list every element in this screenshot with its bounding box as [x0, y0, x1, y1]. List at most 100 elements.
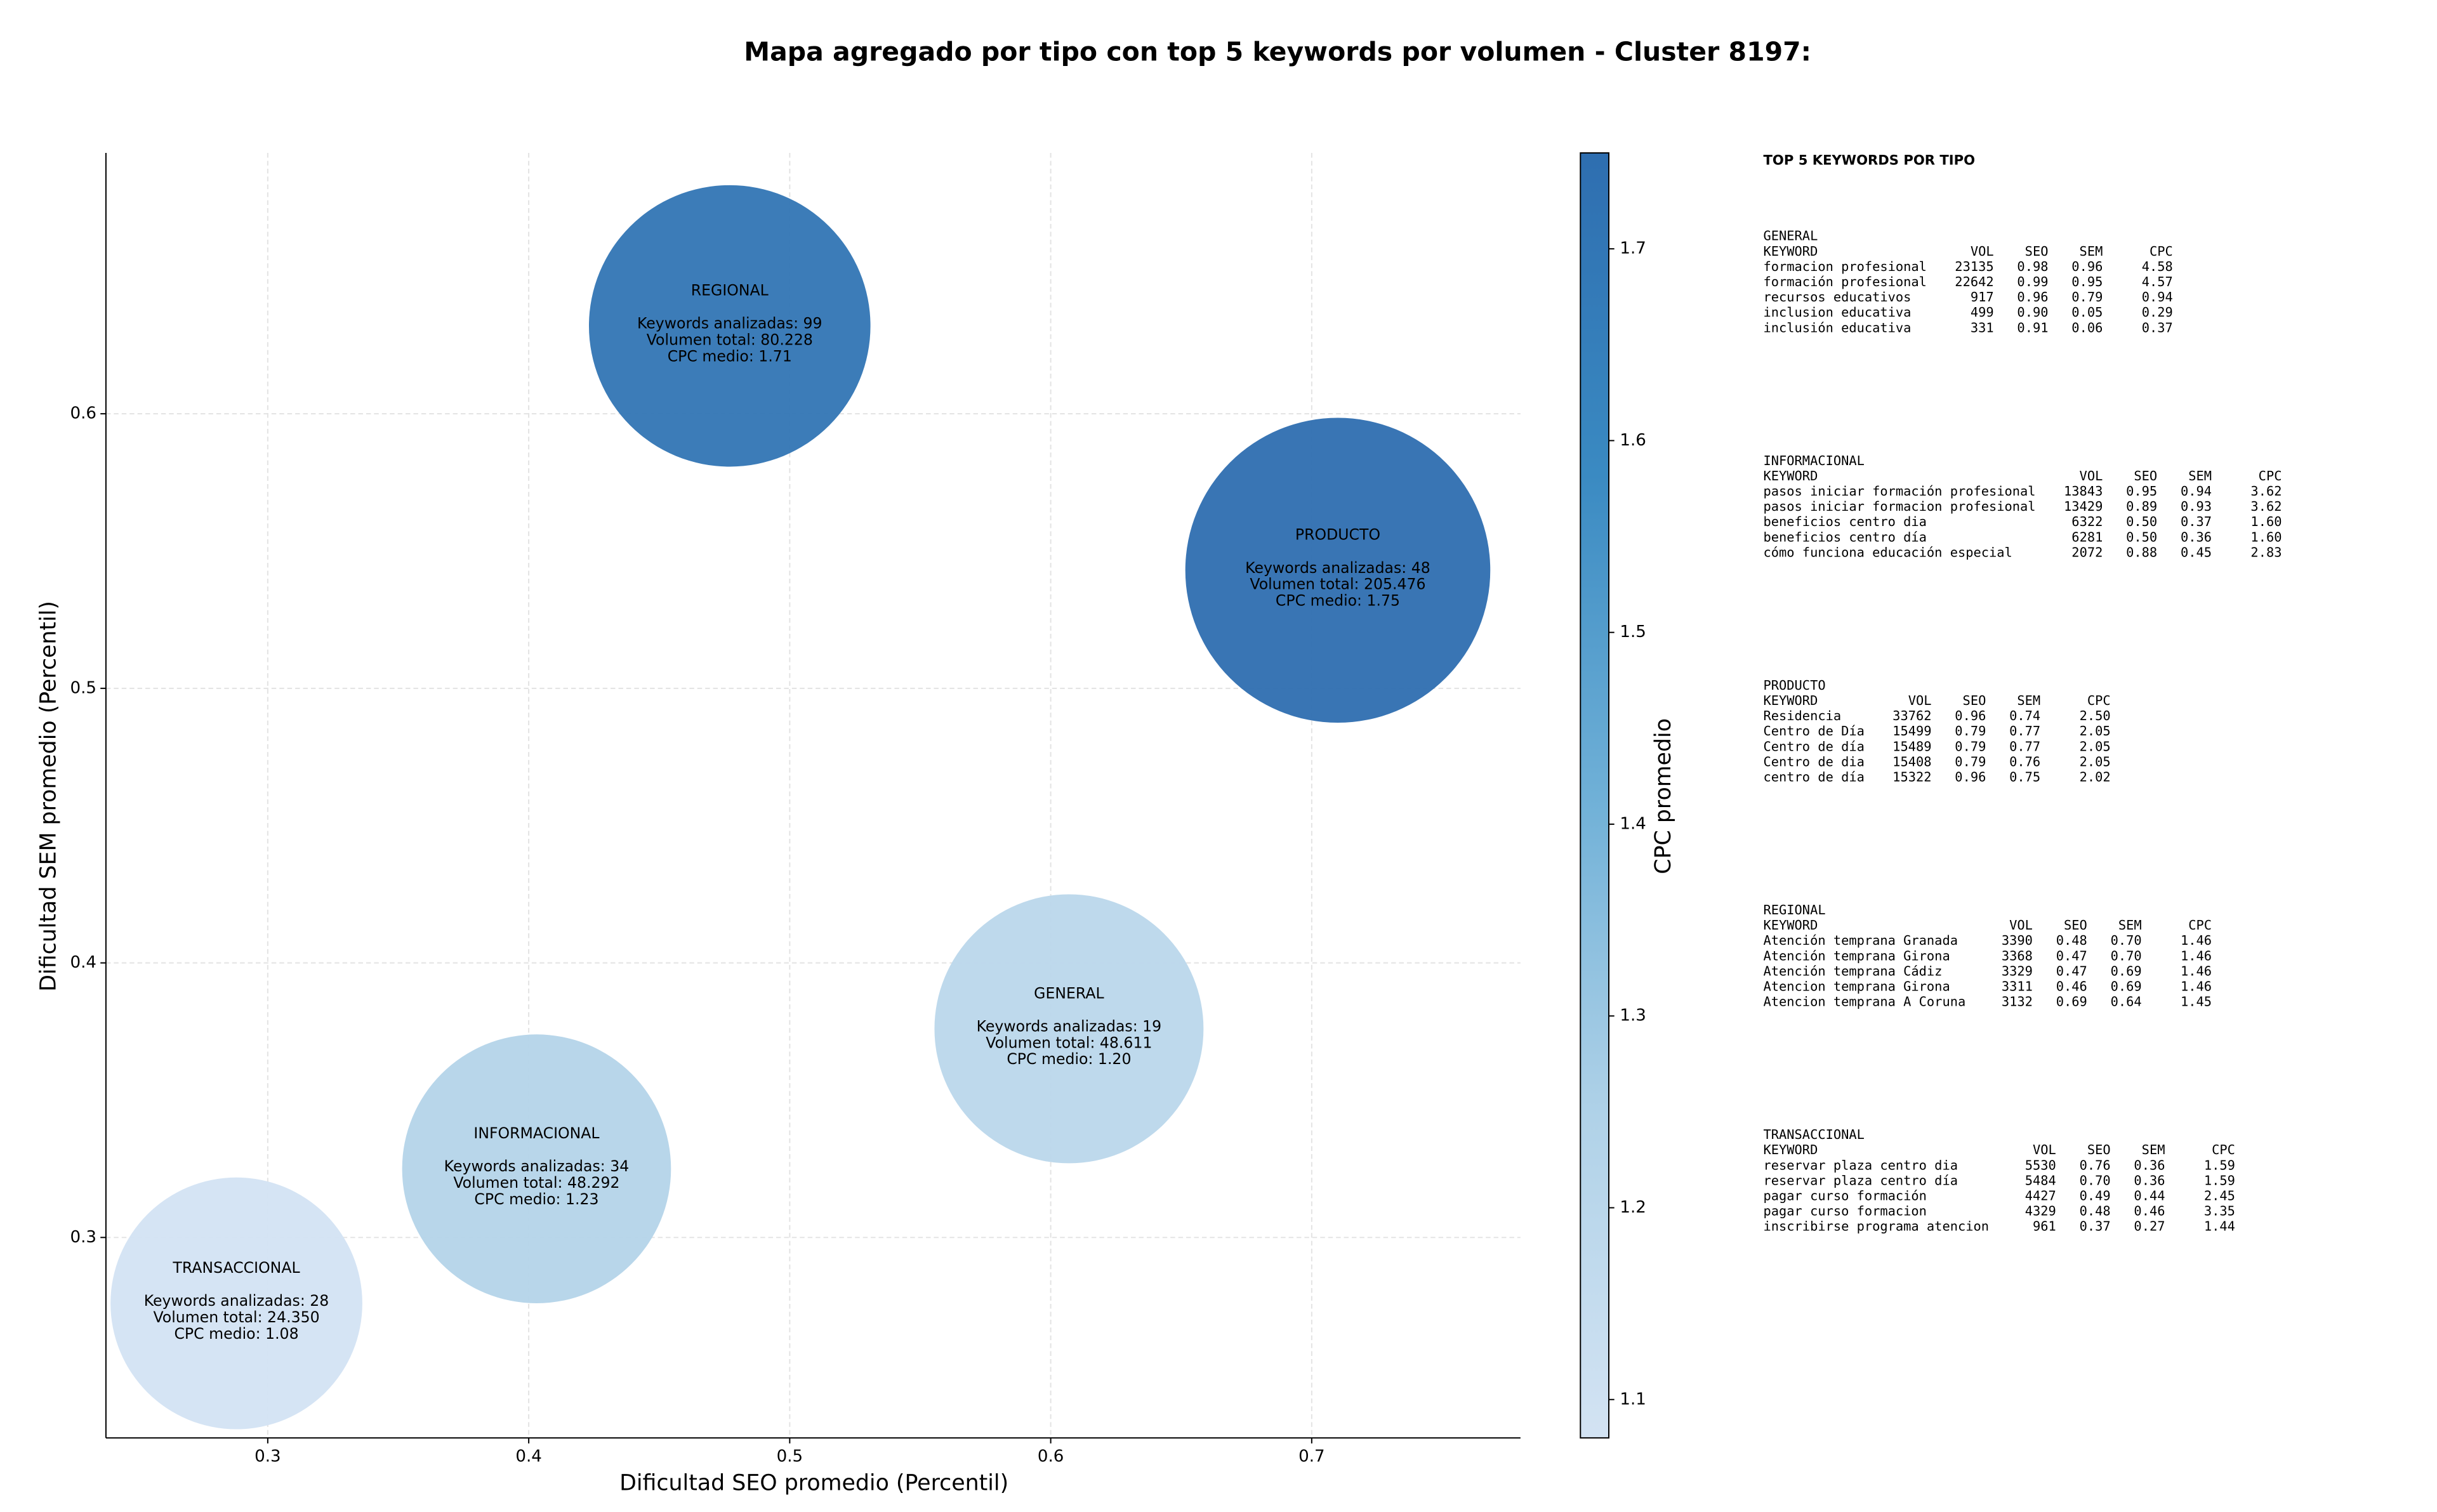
table-cell: 0.77: [2009, 723, 2040, 739]
table-cell: 1.44: [2204, 1219, 2235, 1234]
table-cell: 6281: [2071, 529, 2103, 544]
table-cell: 0.50: [2126, 514, 2157, 529]
table-cell: pasos iniciar formación profesional: [1764, 483, 2036, 499]
bubble-annotation: Volumen total: 24.350: [153, 1308, 319, 1326]
table-cell: 0.79: [1955, 754, 1986, 769]
table-cell: 0.27: [2134, 1219, 2165, 1234]
table-cell: 0.99: [2017, 274, 2048, 289]
table-cell: 0.36: [2181, 529, 2212, 544]
table-cell: 0.29: [2142, 305, 2173, 320]
x-tick-label: 0.4: [515, 1447, 541, 1466]
table-cell: 0.69: [2056, 994, 2087, 1009]
table-cell: centro de día: [1764, 770, 1865, 785]
table-header: SEO: [2025, 244, 2049, 259]
table-cell: 0.91: [2017, 320, 2048, 335]
table-header: SEM: [2118, 917, 2142, 933]
table-header: SEO: [2064, 917, 2087, 933]
table-cell: 0.88: [2126, 544, 2157, 560]
table-cell: 2.05: [2080, 754, 2111, 769]
y-axis-label: Dificultad SEM promedio (Percentil): [36, 601, 61, 992]
bubble: [588, 185, 871, 467]
colorbar-tick-label: 1.1: [1620, 1390, 1646, 1409]
table-cell: 0.90: [2017, 305, 2048, 320]
bubble-label: REGIONAL: [691, 281, 769, 299]
table-cell: 3390: [2002, 933, 2033, 948]
table-cell: cómo funciona educación especial: [1764, 544, 2012, 560]
bubble-label: PRODUCTO: [1295, 526, 1380, 544]
table-cell: 0.96: [2071, 259, 2103, 274]
table-cell: 0.79: [2071, 289, 2103, 305]
table-cell: 917: [1971, 289, 1994, 305]
table-cell: Centro de día: [1764, 739, 1865, 754]
table-cell: 0.36: [2134, 1173, 2165, 1188]
table-cell: 0.46: [2056, 979, 2087, 994]
bubble-label: INFORMACIONAL: [473, 1124, 600, 1142]
y-tick-label: 0.6: [70, 404, 96, 423]
colorbar-tick-label: 1.4: [1620, 814, 1646, 833]
table-cell: 0.46: [2134, 1204, 2165, 1219]
table-header: KEYWORD: [1764, 244, 1818, 259]
table-header: KEYWORD: [1764, 1142, 1818, 1157]
table-header: KEYWORD: [1764, 468, 1818, 483]
table-cell: 6322: [2071, 514, 2103, 529]
chart-title: Mapa agregado por tipo con top 5 keyword…: [744, 36, 1811, 67]
table-cell: 1.59: [2204, 1157, 2235, 1173]
table-header: CPC: [2259, 468, 2282, 483]
table-header: SEO: [2087, 1142, 2111, 1157]
table-header: SEM: [2188, 468, 2212, 483]
table-cell: 0.94: [2181, 483, 2212, 499]
table-header: SEM: [2017, 693, 2040, 708]
table-header: VOL: [2080, 468, 2103, 483]
table-cell: 499: [1971, 305, 1994, 320]
bubble-label: GENERAL: [1034, 984, 1104, 1002]
table-cell: 0.37: [2181, 514, 2212, 529]
table-cell: 3311: [2002, 979, 2033, 994]
y-tick-label: 0.3: [70, 1228, 96, 1247]
table-cell: 4427: [2025, 1188, 2056, 1204]
table-cell: 0.70: [2080, 1173, 2111, 1188]
table-cell: 0.48: [2080, 1204, 2111, 1219]
table-cell: Atención temprana Granada: [1764, 933, 1958, 948]
table-cell: 13843: [2064, 483, 2103, 499]
colorbar-label: CPC promedio: [1651, 718, 1676, 874]
table-cell: beneficios centro día: [1764, 529, 1927, 544]
table-cell: 23135: [1955, 259, 1993, 274]
table-title: PRODUCTO: [1764, 678, 1826, 693]
y-tick-label: 0.5: [70, 678, 96, 697]
table-header: CPC: [2087, 693, 2111, 708]
table-cell: 0.96: [2017, 289, 2048, 305]
table-cell: Atención temprana Cádiz: [1764, 963, 1943, 978]
table-cell: 961: [2033, 1219, 2056, 1234]
table-cell: 0.93: [2181, 499, 2212, 514]
table-cell: 0.48: [2056, 933, 2087, 948]
panel-title: TOP 5 KEYWORDS POR TIPO: [1764, 152, 1976, 168]
table-header: CPC: [2150, 244, 2173, 259]
bubble-annotation: Keywords analizadas: 28: [144, 1292, 329, 1310]
bubble-annotation: Keywords analizadas: 19: [977, 1017, 1162, 1035]
table-cell: Atencion temprana Girona: [1764, 979, 1950, 994]
colorbar-tick-label: 1.6: [1620, 431, 1646, 450]
table-cell: 0.70: [2111, 948, 2142, 963]
table-cell: 0.36: [2134, 1157, 2165, 1173]
table-cell: pasos iniciar formacion profesional: [1764, 499, 2036, 514]
bubble: [1185, 417, 1491, 723]
table-title: GENERAL: [1764, 228, 1818, 244]
table-cell: 0.74: [2009, 708, 2040, 723]
bubble-annotation: Volumen total: 48.611: [986, 1034, 1152, 1051]
table-cell: 4.57: [2142, 274, 2173, 289]
table-cell: 0.77: [2009, 739, 2040, 754]
colorbar-tick-label: 1.2: [1620, 1198, 1646, 1217]
bubble-annotation: CPC medio: 1.71: [668, 347, 792, 365]
table-header: KEYWORD: [1764, 693, 1818, 708]
table-cell: 0.79: [1955, 739, 1986, 754]
bubble: [934, 894, 1204, 1164]
table-cell: 22642: [1955, 274, 1993, 289]
table-cell: 3.62: [2250, 483, 2282, 499]
bubble: [110, 1177, 362, 1430]
y-tick-label: 0.4: [70, 953, 96, 972]
table-cell: 5530: [2025, 1157, 2056, 1173]
table-header: VOL: [2033, 1142, 2056, 1157]
table-cell: 15499: [1892, 723, 1931, 739]
table-title: REGIONAL: [1764, 902, 1826, 917]
